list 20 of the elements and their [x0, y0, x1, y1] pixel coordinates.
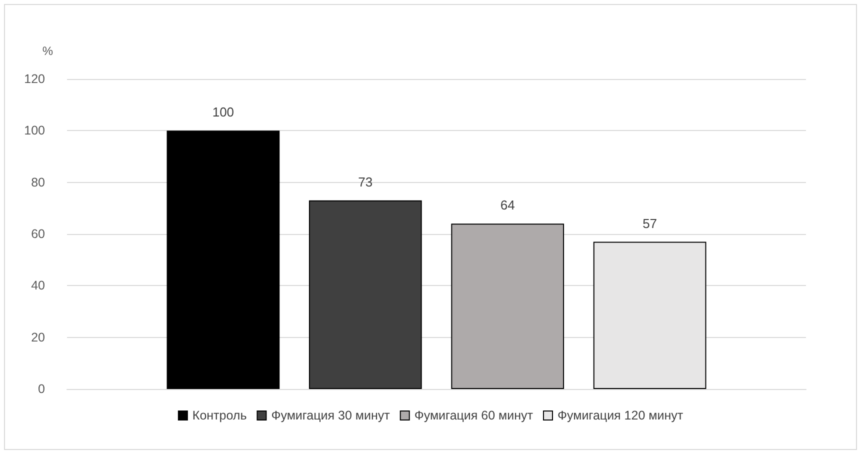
data-label: 57 [642, 216, 658, 231]
y-tick-label: 40 [31, 278, 46, 293]
legend-label: Фумигация 120 минут [557, 408, 684, 422]
legend-label: Фумигация 30 минут [271, 408, 390, 422]
bar [308, 200, 422, 389]
y-tick-label: 120 [24, 72, 46, 86]
bar [451, 224, 564, 389]
y-tick-label: 0 [38, 382, 46, 396]
y-tick-label: 100 [24, 124, 46, 138]
bar [166, 130, 280, 389]
data-label: 64 [500, 198, 515, 213]
legend-label: Фумигация 60 минут [414, 408, 534, 422]
y-tick-label: 20 [31, 330, 46, 344]
legend-label: Контроль [192, 408, 247, 422]
y-tick-label: 80 [31, 175, 46, 190]
bar [593, 242, 706, 389]
data-label: 73 [358, 174, 373, 190]
y-tick-label: 60 [31, 227, 46, 241]
y-axis-title: % [42, 44, 54, 58]
data-label: 100 [212, 104, 234, 120]
